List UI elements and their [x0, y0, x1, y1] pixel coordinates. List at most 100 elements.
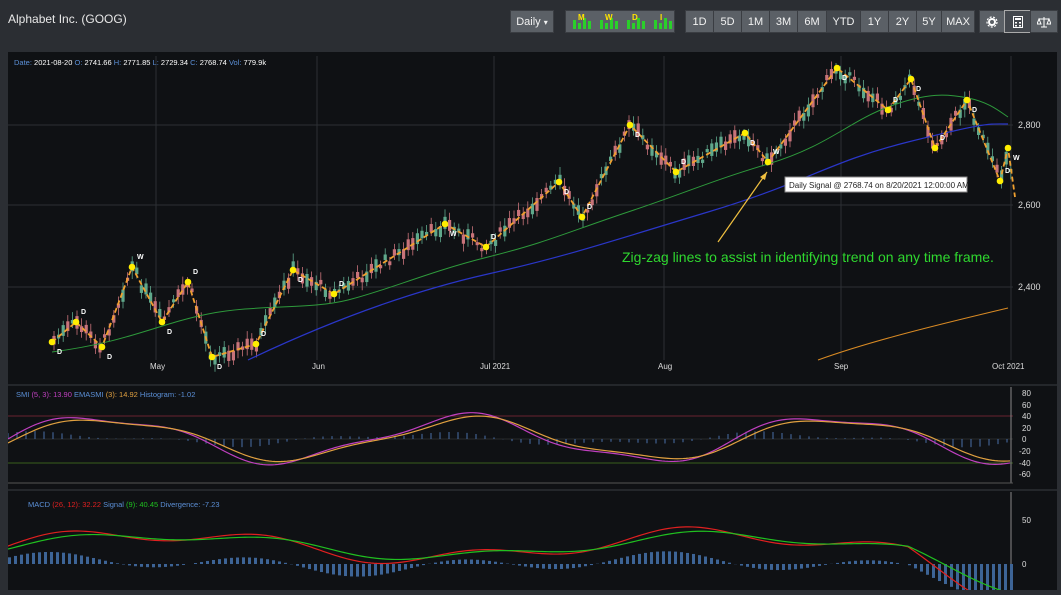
pivot-point — [964, 97, 971, 104]
pivot-point — [834, 65, 841, 72]
ma-orange-line — [818, 308, 1008, 360]
macd-hist-bar — [320, 564, 323, 572]
macd-hist-bar — [98, 559, 101, 564]
macd-hist-bar — [674, 552, 677, 564]
macd-hist-bar — [308, 564, 311, 569]
macd-hist-bar — [302, 564, 305, 567]
period-button-group: M W D I — [565, 10, 675, 33]
weekly-chart-icon[interactable]: W — [597, 12, 619, 31]
pivot-point — [185, 279, 192, 286]
macd-hist-bar — [668, 551, 671, 564]
macd-hist-bar — [752, 564, 755, 568]
toolbar: Alphabet Inc. (GOOG) Daily ▾ M W D I 1D … — [0, 0, 1061, 42]
pivot-point — [556, 179, 563, 186]
macd-hist-bar — [824, 564, 827, 565]
macd-hist-bar — [854, 561, 857, 564]
macd-hist-bar — [482, 560, 485, 564]
macd-hist-bar — [404, 564, 407, 570]
pivot-point — [442, 221, 449, 228]
smi-tick-m40: -40 — [1019, 459, 1031, 468]
candle-body — [476, 242, 479, 245]
svg-text:D: D — [632, 13, 638, 22]
candle-body — [361, 278, 364, 283]
macd-hist-bar — [350, 564, 353, 576]
macd-hist-bar — [344, 564, 347, 576]
pivot-point — [129, 264, 136, 271]
calculator-button[interactable] — [1004, 10, 1031, 33]
macd-hist-bar — [386, 564, 389, 574]
range-6m[interactable]: 6M — [797, 10, 827, 33]
candle-body — [853, 77, 856, 80]
pivot-point — [73, 319, 80, 326]
pivot-point — [159, 319, 166, 326]
candle-body — [733, 130, 736, 143]
macd-hist-bar — [758, 564, 761, 569]
macd-hist-bar — [356, 564, 359, 577]
daily-chart-icon[interactable]: D — [624, 12, 646, 31]
macd-hist-bar — [380, 564, 383, 575]
signal-mark: W — [137, 254, 144, 261]
macd-hist-bar — [788, 564, 791, 570]
macd-hist-bar — [164, 564, 167, 567]
smi-tick-20: 20 — [1022, 424, 1031, 433]
range-5y[interactable]: 5Y — [916, 10, 942, 33]
range-max[interactable]: MAX — [941, 10, 975, 33]
macd-hist-bar — [626, 556, 629, 564]
monthly-chart-icon[interactable]: M — [570, 12, 592, 31]
signal-tooltip: Daily Signal @ 2768.74 on 8/20/2021 12:0… — [785, 177, 969, 192]
macd-hist-bar — [134, 564, 137, 566]
range-1m[interactable]: 1M — [741, 10, 770, 33]
candle-body — [710, 143, 713, 156]
macd-hist-bar — [476, 560, 479, 564]
macd-hist-bar — [68, 553, 71, 564]
scale-button[interactable] — [1030, 10, 1058, 33]
candle-body — [899, 96, 902, 100]
moving-averages — [52, 95, 1008, 360]
macd-hist-bar — [74, 554, 77, 564]
smi-panel: SMI (5, 3): 13.90 EMASMI (3): 14.92 Hist… — [8, 385, 1057, 483]
range-5d[interactable]: 5D — [713, 10, 742, 33]
candle-body — [356, 272, 359, 278]
svg-text:I: I — [660, 13, 662, 22]
calculator-icon — [1013, 16, 1023, 28]
macd-hist-bar — [542, 564, 545, 569]
x-tick-aug: Aug — [658, 362, 672, 371]
range-2y[interactable]: 2Y — [888, 10, 917, 33]
macd-hist-bar — [722, 561, 725, 564]
interval-dropdown[interactable]: Daily ▾ — [510, 10, 554, 33]
macd-hist-bar — [536, 564, 539, 568]
macd-hist-bar — [314, 564, 317, 571]
candle-body — [434, 229, 437, 236]
range-3m[interactable]: 3M — [769, 10, 798, 33]
signal-mark: D — [681, 159, 686, 166]
intraday-chart-icon[interactable]: I — [651, 12, 673, 31]
macd-hist-bar — [218, 559, 221, 564]
range-1y[interactable]: 1Y — [860, 10, 889, 33]
pivot-point — [579, 214, 586, 221]
pivot-point — [209, 354, 216, 361]
candle-body — [232, 351, 235, 361]
macd-tick-50: 50 — [1022, 516, 1031, 525]
macd-hist-bar — [410, 564, 413, 568]
range-ytd[interactable]: YTD — [826, 10, 861, 33]
macd-hist-bar — [80, 555, 83, 564]
macd-hist-bar — [716, 560, 719, 564]
macd-hist-bar — [26, 554, 29, 564]
macd-hist-bar — [8, 557, 11, 564]
signal-mark: D — [893, 97, 898, 104]
candle-body — [761, 158, 764, 161]
candle-body — [798, 111, 801, 122]
macd-hist-bar — [848, 561, 851, 564]
macd-hist-bar — [866, 560, 869, 564]
macd-hist-bar — [242, 557, 245, 564]
macd-hist-bar — [992, 564, 995, 590]
range-1d[interactable]: 1D — [685, 10, 714, 33]
macd-hist-bar — [776, 564, 779, 570]
settings-button[interactable] — [979, 10, 1005, 33]
settings-icon — [986, 16, 998, 28]
macd-hist-bar — [548, 564, 551, 569]
macd-hist-bar — [194, 563, 197, 564]
